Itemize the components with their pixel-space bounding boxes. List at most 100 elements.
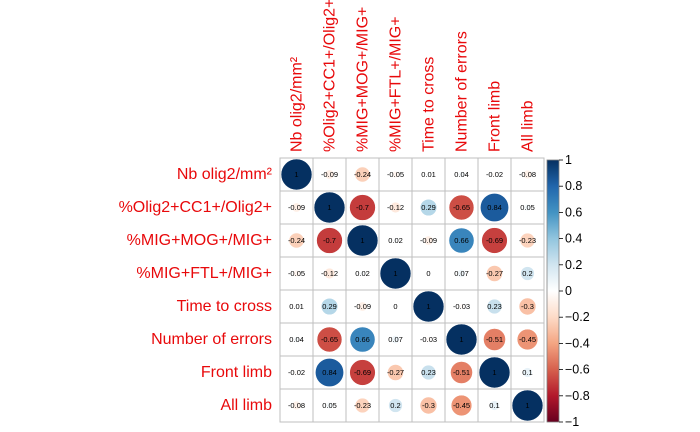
row-label-5: Number of errors <box>151 331 272 348</box>
corr-value-r3-c6: -0.27 <box>486 269 503 278</box>
corr-circle-r1-c4 <box>419 198 438 217</box>
corr-value-r1-c2: -0.7 <box>356 203 369 212</box>
column-labels: Nb olig2/mm² %Olig2+CC1+/Olig2+ %MIG+MOG+/… <box>289 0 537 152</box>
column-label-7: All limb <box>520 100 537 152</box>
corr-circle-r0-c5 <box>458 171 465 178</box>
corr-value-r0-c7: -0.08 <box>519 170 536 179</box>
corr-circle-r1-c2 <box>349 194 376 221</box>
corr-circle-r7-c7 <box>511 389 544 422</box>
colorbar-tick-label: 0 <box>565 284 572 298</box>
corr-circle-r3-c0 <box>292 269 301 278</box>
corr-circle-r0-c1 <box>324 169 335 180</box>
corr-circle-r5-c3 <box>391 335 400 344</box>
colorbar-tick-label: 1 <box>565 153 572 167</box>
corr-value-r5-c2: 0.66 <box>355 335 370 344</box>
corr-circle-r1-c1 <box>313 191 346 224</box>
column-label-4: Time to cross <box>421 57 438 152</box>
corr-circle-r7-c0 <box>291 400 302 411</box>
corr-circle-r6-c6 <box>478 356 511 389</box>
corr-value-r6-c0: -0.02 <box>288 368 305 377</box>
corr-value-r5-c1: -0.65 <box>321 335 338 344</box>
corr-circle-r0-c2 <box>354 166 371 183</box>
corr-circle-r2-c6 <box>481 227 508 254</box>
corr-value-r2-c0: -0.24 <box>288 236 305 245</box>
corr-circle-r1-c3 <box>389 201 402 214</box>
correlation-circles <box>280 158 544 422</box>
corr-circle-r0-c7 <box>522 169 533 180</box>
colorbar-tick-label: −0.8 <box>565 389 590 403</box>
corr-value-r4-c2: -0.09 <box>354 302 371 311</box>
corr-value-r3-c2: 0.02 <box>355 269 370 278</box>
corr-circle-r5-c0 <box>293 336 300 343</box>
corr-circle-r2-c0 <box>288 232 305 249</box>
corr-circle-r6-c3 <box>387 364 404 381</box>
corr-value-r4-c7: -0.3 <box>521 302 534 311</box>
corr-value-r1-c4: 0.29 <box>421 203 436 212</box>
corr-value-r0-c4: 0.01 <box>421 170 436 179</box>
corr-value-r3-c5: 0.07 <box>454 269 469 278</box>
corr-circle-r0-c3 <box>391 170 400 179</box>
corr-value-r1-c6: 0.84 <box>487 203 502 212</box>
colorbar-tick-label: −0.4 <box>565 336 590 350</box>
corr-value-r4-c5: -0.03 <box>453 302 470 311</box>
corr-circle-r6-c0 <box>294 370 299 375</box>
corr-circle-r2-c7 <box>519 232 536 249</box>
corr-circle-r5-c1 <box>316 326 343 353</box>
corr-value-r0-c2: -0.24 <box>354 170 371 179</box>
corr-circle-r3-c7 <box>520 266 535 281</box>
corr-circle-r1-c7 <box>523 203 532 212</box>
corr-circle-r6-c1 <box>314 357 345 388</box>
corr-circle-r4-c7 <box>518 297 537 316</box>
corr-value-r4-c6: 0.23 <box>487 302 502 311</box>
corr-value-r2-c1: -0.7 <box>323 236 336 245</box>
column-label-1: %Olig2+CC1+/Olig2+ <box>322 0 339 152</box>
corr-value-r3-c1: -0.12 <box>321 269 338 278</box>
corr-value-r2-c3: 0.02 <box>388 236 403 245</box>
colorbar-tick-label: −0.6 <box>565 363 590 377</box>
corr-circle-r2-c3 <box>393 238 398 243</box>
corr-value-r3-c0: -0.05 <box>288 269 305 278</box>
corr-value-r1-c0: -0.09 <box>288 203 305 212</box>
corr-circle-r3-c3 <box>379 257 412 290</box>
corr-circle-r0-c6 <box>492 172 497 177</box>
corr-value-r1-c7: 0.05 <box>520 203 535 212</box>
corr-value-r7-c0: -0.08 <box>288 401 305 410</box>
corr-circle-r4-c4 <box>412 290 445 323</box>
corr-circle-r3-c1 <box>323 267 336 280</box>
corr-value-r1-c1: 1 <box>327 203 331 212</box>
corr-circle-r6-c2 <box>349 359 376 386</box>
corr-value-r7-c6: 0.1 <box>489 401 499 410</box>
corr-circle-r2-c5 <box>448 227 475 254</box>
corr-circle-r7-c3 <box>388 398 403 413</box>
corr-value-r0-c3: -0.05 <box>387 170 404 179</box>
corr-value-r5-c4: -0.03 <box>420 335 437 344</box>
correlation-values: 1 -0.09 -0.24 -0.05 0.01 0.04 -0.02 -0.08 -0.09 1… <box>288 170 536 410</box>
colorbar-tick-label: 0.8 <box>565 179 582 193</box>
column-label-2: %MIG+MOG+/MIG+ <box>355 7 372 152</box>
row-label-0: Nb olig2/mm² <box>177 166 273 183</box>
corr-circle-r0-c4 <box>426 172 431 177</box>
row-label-6: Front limb <box>201 364 272 381</box>
corr-value-r1-c3: -0.12 <box>387 203 404 212</box>
corr-value-r0-c0: 1 <box>294 170 298 179</box>
corr-circle-r5-c6 <box>483 328 506 351</box>
corr-value-r2-c2: 1 <box>360 236 364 245</box>
corr-value-r0-c5: 0.04 <box>454 170 469 179</box>
corr-value-r3-c7: 0.2 <box>522 269 532 278</box>
colorbar-tick-label: −0.2 <box>565 310 590 324</box>
row-label-3: %MIG+FTL+/MIG+ <box>136 265 272 282</box>
corr-value-r5-c3: 0.07 <box>388 335 403 344</box>
corr-circle-r0-c0 <box>280 158 313 191</box>
column-label-3: %MIG+FTL+/MIG+ <box>388 16 405 152</box>
colorbar-tick-label: 0.4 <box>565 232 582 246</box>
corr-circle-r3-c6 <box>486 265 503 282</box>
corr-circle-r1-c0 <box>291 202 302 213</box>
corr-value-r4-c3: 0 <box>393 302 397 311</box>
corr-value-r6-c4: 0.23 <box>421 368 436 377</box>
corr-circle-r7-c6 <box>489 400 500 411</box>
corr-circle-r3-c2 <box>360 271 365 276</box>
corr-value-r7-c5: -0.45 <box>453 401 470 410</box>
corr-value-r6-c7: 0.1 <box>522 368 532 377</box>
corr-circle-r5-c7 <box>516 328 539 351</box>
corr-value-r7-c1: 0.05 <box>322 401 337 410</box>
